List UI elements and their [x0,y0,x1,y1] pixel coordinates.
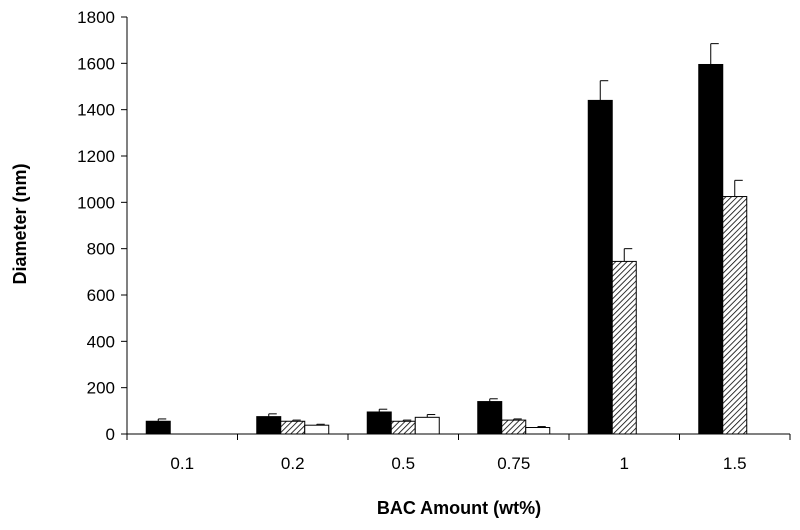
bar [722,196,748,435]
bar [587,99,613,435]
error-bars [157,43,743,428]
bar [698,63,724,435]
y-axis-title: Diameter (nm) [10,163,30,284]
bar [145,420,171,435]
y-tick-label: 1000 [77,193,115,212]
bar [414,416,440,435]
y-tick-label: 1200 [77,147,115,166]
bar [366,411,392,435]
x-tick-label: 0.75 [497,454,530,473]
bar [304,424,330,435]
x-tick-label: 1.5 [723,454,747,473]
bar [501,419,527,435]
bar [280,420,306,435]
x-tick-label: 0.2 [281,454,305,473]
bars [145,63,748,435]
x-axis-title: BAC Amount (wt%) [377,498,541,518]
y-tick-label: 200 [87,379,115,398]
y-tick-label: 1800 [77,8,115,27]
y-tick-label: 600 [87,286,115,305]
y-axis-ticks: 0 200 400 600 800 1000 1200 1400 1600 1800 [77,8,127,444]
x-tick-label: 0.1 [170,454,194,473]
x-axis-ticks: 0.1 0.2 0.5 0.75 1 1.5 [126,434,791,473]
y-tick-label: 1400 [77,101,115,120]
x-tick-label: 1 [620,454,629,473]
y-tick-label: 0 [106,425,115,444]
y-tick-label: 400 [87,332,115,351]
y-tick-label: 1600 [77,54,115,73]
axes [126,17,790,435]
bar [256,416,282,435]
bar [611,260,637,435]
bar [525,427,551,435]
x-tick-label: 0.5 [391,454,415,473]
bar [390,420,416,435]
bar [477,401,503,435]
y-tick-label: 800 [87,240,115,259]
